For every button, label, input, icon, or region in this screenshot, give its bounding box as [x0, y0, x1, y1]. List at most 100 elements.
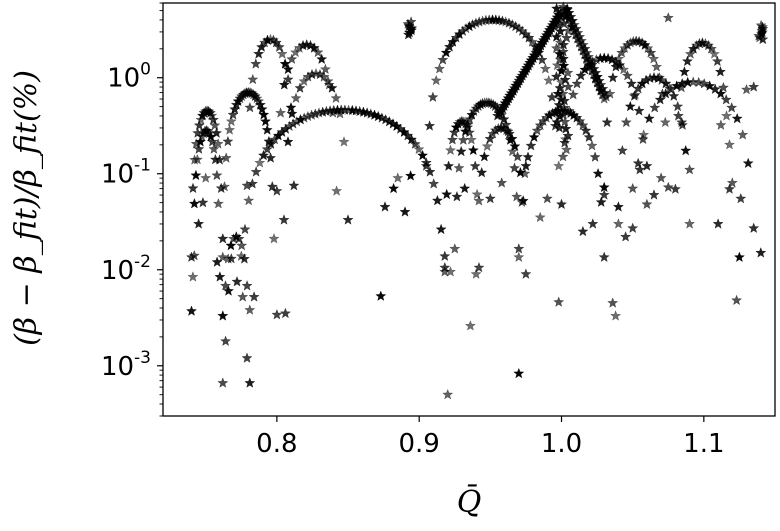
data-point [455, 145, 467, 157]
data-point [543, 74, 555, 86]
data-point [233, 233, 245, 244]
data-point [612, 218, 624, 229]
data-point [190, 169, 202, 181]
data-point [193, 119, 205, 131]
data-point [586, 140, 598, 151]
data-point [256, 103, 268, 115]
data-point [430, 74, 442, 86]
data-point [219, 181, 230, 192]
data-point [211, 256, 223, 267]
data-point [424, 166, 436, 177]
data-point [709, 83, 721, 94]
data-point [622, 70, 633, 81]
data-point [248, 291, 260, 302]
data-point [551, 2, 563, 14]
data-point [580, 124, 592, 136]
data-point [554, 8, 566, 20]
data-point [558, 18, 570, 29]
x-tick-label: 0.9 [399, 429, 440, 459]
y-tick-label-base: 10 [101, 352, 134, 382]
data-point [562, 81, 574, 92]
data-point [607, 297, 619, 308]
data-point [220, 280, 231, 291]
data-point [286, 108, 298, 119]
data-point [642, 42, 654, 54]
data-point [577, 119, 589, 131]
data-point [731, 294, 743, 306]
y-tick-label-exponent: -2 [134, 252, 151, 272]
data-point [668, 90, 680, 101]
data-point [399, 206, 411, 217]
data-point [241, 352, 253, 363]
data-point [469, 160, 481, 171]
data-point [266, 181, 278, 192]
data-point [528, 131, 540, 142]
data-point [268, 233, 280, 244]
data-point [726, 102, 738, 113]
data-point [649, 102, 661, 113]
data-point [496, 177, 508, 188]
data-point [680, 144, 692, 156]
y-axis-label: (β − β_fit)/β_fit(%) [9, 70, 44, 346]
data-point [557, 53, 569, 64]
data-point [513, 243, 525, 254]
data-point [225, 239, 237, 251]
data-point [250, 58, 262, 69]
data-point [641, 198, 653, 210]
data-point [562, 130, 574, 141]
data-point [519, 167, 531, 179]
data-point [625, 78, 637, 89]
data-point [506, 133, 518, 144]
data-point [733, 251, 745, 262]
data-point [208, 143, 220, 154]
data-point [562, 25, 574, 36]
data-point [279, 307, 291, 319]
data-point [465, 134, 477, 145]
data-point [513, 251, 525, 262]
data-point [534, 211, 546, 223]
data-point [552, 105, 564, 116]
data-point [553, 160, 565, 171]
data-point [613, 53, 625, 64]
data-point [645, 47, 657, 58]
data-point [443, 160, 455, 171]
data-point [554, 82, 566, 93]
data-point [209, 153, 221, 165]
data-point [420, 160, 432, 171]
data-point [741, 83, 752, 95]
y-tick-label: 10-3 [101, 348, 151, 382]
data-point [188, 249, 200, 261]
data-point [755, 247, 767, 258]
data-point [405, 170, 417, 181]
data-point [553, 296, 565, 307]
data-point [478, 151, 490, 162]
data-point [261, 124, 273, 135]
data-point [186, 305, 197, 316]
data-point [279, 58, 291, 69]
data-point [651, 61, 663, 72]
data-point [406, 133, 417, 145]
data-point [698, 78, 710, 89]
data-point [316, 53, 328, 64]
data-point [239, 223, 251, 235]
data-point [322, 75, 334, 87]
data-point [648, 53, 660, 64]
data-point [641, 160, 653, 171]
data-point [724, 139, 735, 150]
data-point [434, 63, 445, 74]
data-point [559, 74, 571, 85]
data-point [223, 285, 234, 296]
data-point [231, 276, 243, 287]
data-point [561, 4, 573, 15]
data-point [308, 42, 320, 53]
data-point [610, 61, 622, 72]
data-point [632, 83, 644, 94]
data-point [509, 140, 521, 152]
data-point [237, 291, 249, 302]
data-point [522, 151, 534, 162]
data-point [312, 46, 324, 58]
data-point [721, 110, 732, 121]
data-point [558, 109, 570, 120]
data-point [620, 231, 632, 242]
